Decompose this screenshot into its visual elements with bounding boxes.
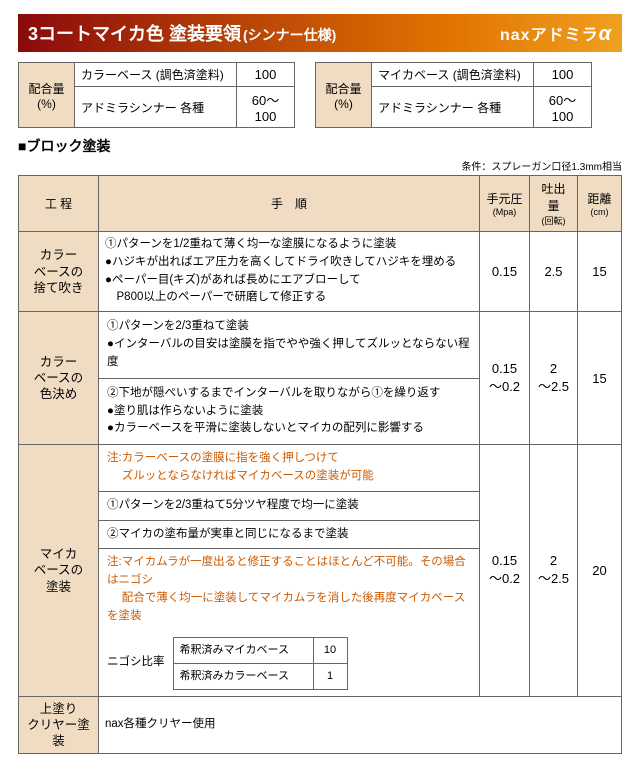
- ratio-cell: 60～100: [237, 87, 295, 128]
- value-cell: 20: [578, 445, 622, 697]
- steps-cell: ①パターンを1/2重ねて薄く均一な塗膜になるように塗装 ●ハジキが出ればエア圧力…: [99, 232, 480, 312]
- title-sub: (シンナー仕様): [243, 25, 336, 45]
- steps-cell: nax各種クリヤー使用: [99, 696, 622, 754]
- value-cell: 2 ～2.5: [530, 312, 578, 445]
- ratio-cell: カラーベース (調色済塗料): [75, 63, 237, 87]
- title-main: 3コートマイカ色 塗装要領: [28, 20, 241, 46]
- value-cell: 0.15 ～0.2: [480, 312, 530, 445]
- ratio-cell: アドミラシンナー 各種: [75, 87, 237, 128]
- ratio-cell: マイカベース (調色済塗料): [372, 63, 534, 87]
- section-title: ■ブロック塗装: [18, 136, 622, 156]
- brand: naxアドミラα: [500, 21, 612, 46]
- process-cell: マイカ ベースの 塗装: [19, 445, 99, 697]
- ratio-tables: 配合量 (%) カラーベース (調色済塗料) 100 アドミラシンナー 各種 6…: [18, 62, 622, 128]
- value-cell: 15: [578, 312, 622, 445]
- ratio-cell: アドミラシンナー 各種: [372, 87, 534, 128]
- value-cell: 15: [578, 232, 622, 312]
- process-cell: カラー ベースの 色決め: [19, 312, 99, 445]
- steps-cell: 注:カラーベースの塗膜に指を強く押しつけて ズルッとならなければマイカベースの塗…: [99, 445, 480, 697]
- value-cell: 0.15 ～0.2: [480, 445, 530, 697]
- value-cell: 2.5: [530, 232, 578, 312]
- ratio-head: 配合量 (%): [19, 63, 75, 128]
- value-cell: 0.15: [480, 232, 530, 312]
- col-dist: 距離(cm): [578, 176, 622, 232]
- ratio-cell: 100: [237, 63, 295, 87]
- process-cell: カラー ベースの 捨て吹き: [19, 232, 99, 312]
- process-cell: 上塗り クリヤー塗装: [19, 696, 99, 754]
- ratio-table-right: 配合量 (%) マイカベース (調色済塗料) 100 アドミラシンナー 各種 6…: [315, 62, 592, 128]
- condition-note: 条件：スプレーガン口径1.3mm相当: [18, 158, 622, 173]
- ratio-table-left: 配合量 (%) カラーベース (調色済塗料) 100 アドミラシンナー 各種 6…: [18, 62, 295, 128]
- title-bar: 3コートマイカ色 塗装要領 (シンナー仕様) naxアドミラα: [18, 14, 622, 52]
- document-container: 3コートマイカ色 塗装要領 (シンナー仕様) naxアドミラα 配合量 (%) …: [0, 0, 640, 768]
- col-press: 手元圧(Mpa): [480, 176, 530, 232]
- ratio-cell: 60～100: [534, 87, 592, 128]
- value-cell: 2 ～2.5: [530, 445, 578, 697]
- ratio-cell: 100: [534, 63, 592, 87]
- col-steps: 手 順: [99, 176, 480, 232]
- ratio-head: 配合量 (%): [316, 63, 372, 128]
- main-table: 工 程 手 順 手元圧(Mpa) 吐出量(回転) 距離(cm) カラー ベースの…: [18, 175, 622, 754]
- steps-cell: ①パターンを2/3重ねて塗装 ●インターバルの目安は塗膜を指でやや強く押してズル…: [99, 312, 480, 445]
- col-proc: 工 程: [19, 176, 99, 232]
- col-flow: 吐出量(回転): [530, 176, 578, 232]
